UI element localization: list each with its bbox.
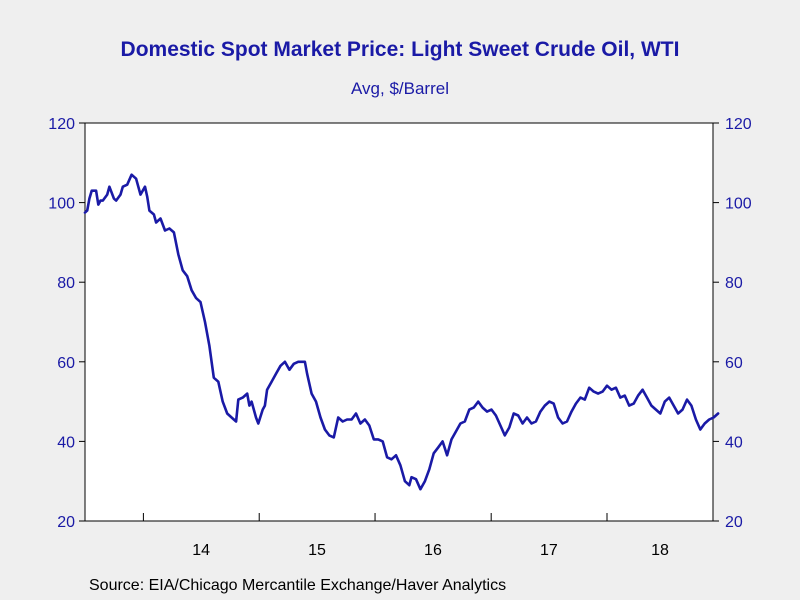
x-tick-label: 15 <box>308 542 326 559</box>
chart-subtitle: Avg, $/Barrel <box>351 79 449 98</box>
x-tick-label: 14 <box>192 542 210 559</box>
y-tick-label-left: 100 <box>48 196 75 213</box>
x-tick-label: 17 <box>540 542 558 559</box>
x-axis: 14 15 16 17 18 <box>142 513 669 559</box>
x-tick-label: 16 <box>424 542 442 559</box>
y-axis-left: 20 40 60 80 100 120 <box>48 116 85 531</box>
y-tick-label-right: 120 <box>725 116 752 133</box>
series-group <box>83 173 720 491</box>
y-tick-label-left: 40 <box>57 434 75 451</box>
y-tick-label-right: 100 <box>725 196 752 213</box>
y-tick-label-left: 60 <box>57 355 75 372</box>
y-tick-label-right: 60 <box>725 355 743 372</box>
y-tick-label-left: 20 <box>57 514 75 531</box>
y-tick-label-right: 40 <box>725 434 743 451</box>
y-tick-label-right: 80 <box>725 275 743 292</box>
plot-area <box>84 122 714 522</box>
chart-title: Domestic Spot Market Price: Light Sweet … <box>120 38 680 61</box>
y-tick-label-right: 20 <box>725 514 743 531</box>
x-tick-label: 18 <box>651 542 669 559</box>
y-tick-label-left: 80 <box>57 275 75 292</box>
y-tick-label-left: 120 <box>48 116 75 133</box>
y-axis-right: 20 40 60 80 100 120 <box>713 116 752 531</box>
source-note: Source: EIA/Chicago Mercantile Exchange/… <box>89 577 507 594</box>
series-line <box>83 173 720 491</box>
